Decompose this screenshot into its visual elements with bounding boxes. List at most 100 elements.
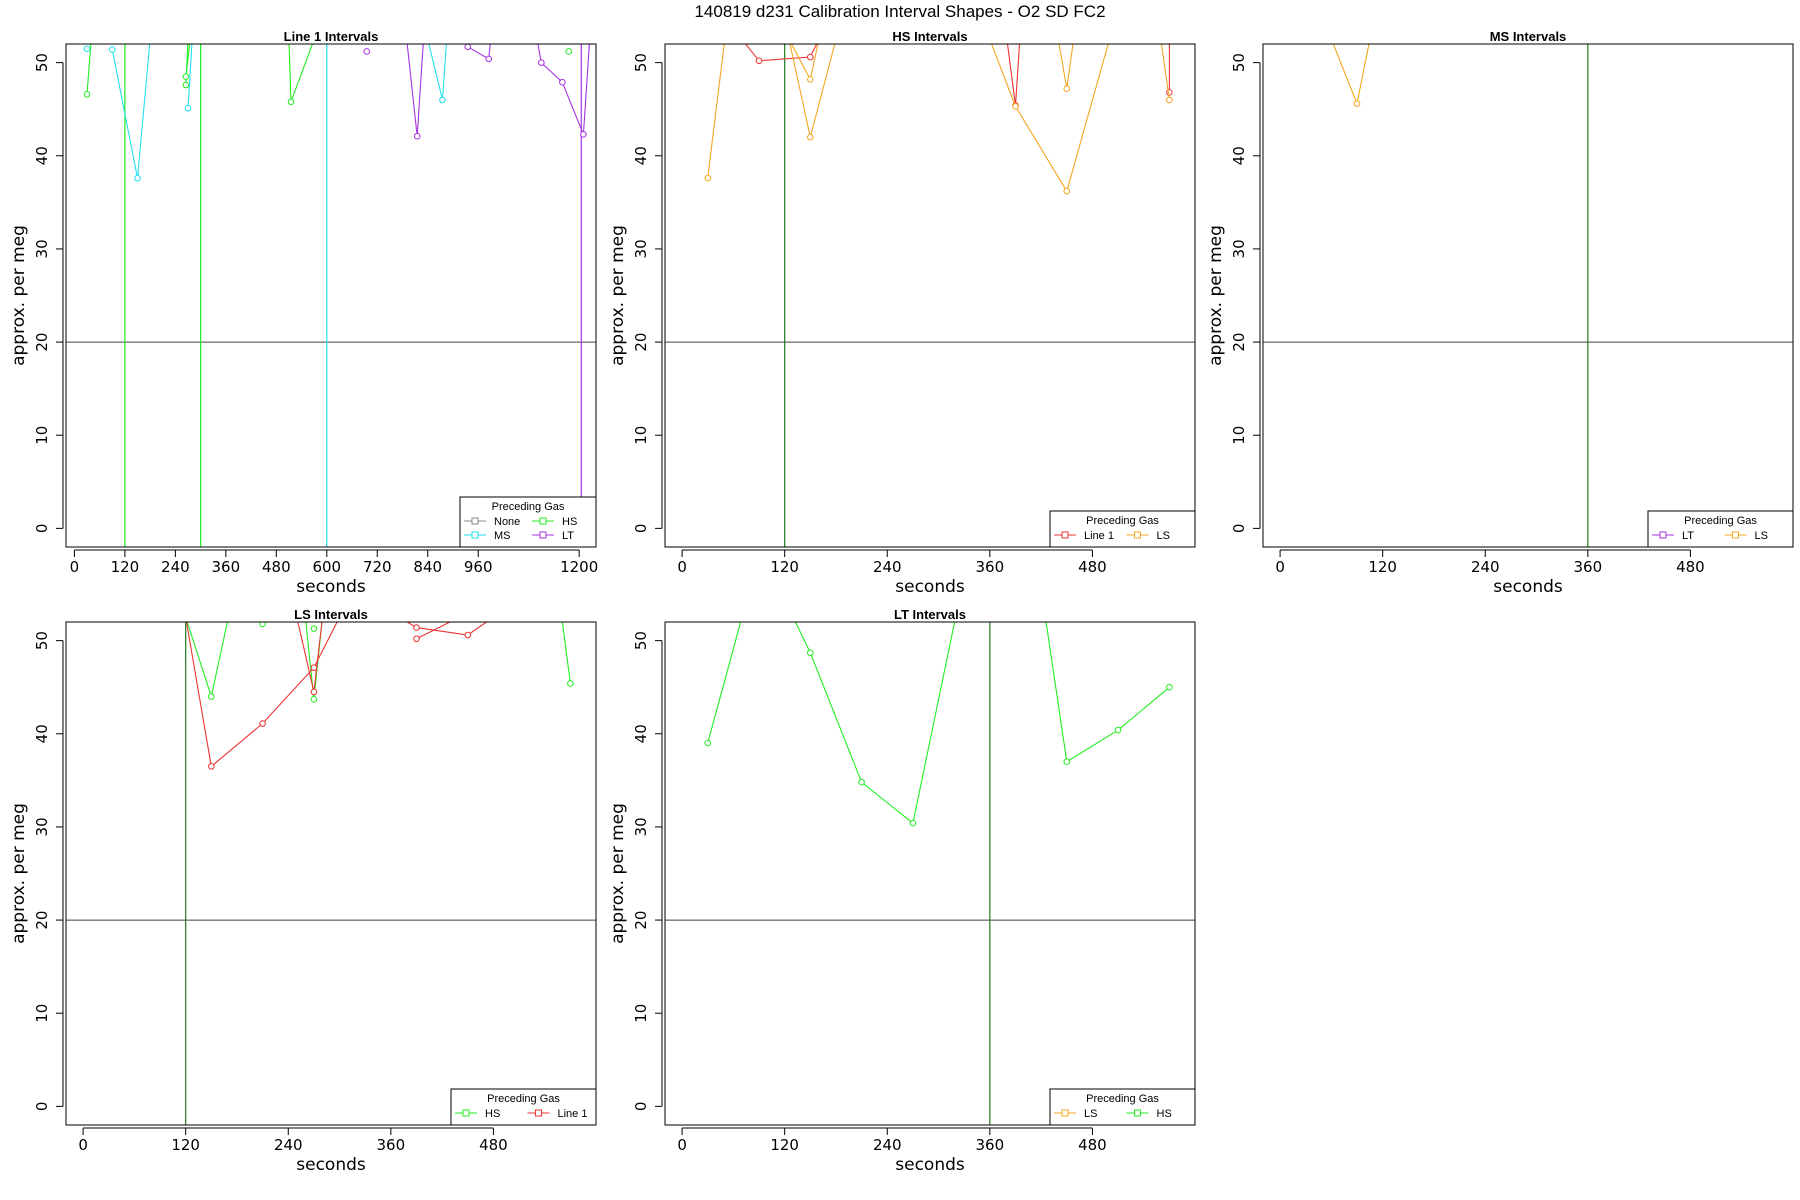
x-tick-label: 120 bbox=[1368, 558, 1397, 576]
y-tick-label: 0 bbox=[33, 524, 51, 534]
y-tick-label: 50 bbox=[33, 631, 51, 650]
legend-entry-label: Line 1 bbox=[1084, 530, 1114, 542]
x-axis-label: seconds bbox=[895, 1155, 965, 1175]
legend-entry-label: MS bbox=[494, 530, 511, 542]
data-point bbox=[755, 57, 763, 65]
legend-swatch-marker bbox=[1061, 1109, 1069, 1117]
plot-frame bbox=[1262, 43, 1794, 548]
legend-swatch-marker bbox=[539, 517, 547, 525]
series-group bbox=[1332, 44, 1370, 107]
y-tick-label: 40 bbox=[33, 724, 51, 743]
series-line bbox=[991, 44, 1109, 193]
data-point bbox=[807, 53, 814, 61]
panel-2: HS Intervals 0 120 240 360 480 seconds 0 10 20 30 4… bbox=[608, 29, 1196, 597]
y-tick-label: 20 bbox=[33, 333, 51, 352]
y-tick-label: 10 bbox=[632, 1004, 650, 1023]
data-point bbox=[182, 73, 190, 80]
x-tick-label: 360 bbox=[976, 1136, 1005, 1154]
x-tick-label: 120 bbox=[770, 558, 799, 576]
panel-5: LT Intervals 0 120 240 360 480 seconds 0 10 20 30 4… bbox=[608, 607, 1196, 1175]
panel-title: MS Intervals bbox=[1490, 29, 1567, 44]
legend: Preceding Gas LS HS bbox=[1049, 1088, 1196, 1126]
x-tick-label: 0 bbox=[78, 1136, 88, 1154]
series-line bbox=[185, 44, 191, 77]
y-tick-label: 0 bbox=[632, 524, 650, 534]
legend-box bbox=[1647, 510, 1794, 548]
x-tick-label: 480 bbox=[262, 558, 291, 576]
data-point bbox=[807, 76, 814, 83]
series-group bbox=[704, 622, 1173, 827]
y-tick-label: 50 bbox=[1230, 53, 1248, 72]
legend-box bbox=[1049, 1088, 1196, 1126]
legend-title: Preceding Gas bbox=[1684, 515, 1757, 527]
data-point bbox=[184, 104, 192, 112]
series-line bbox=[1045, 622, 1170, 763]
data-point bbox=[1166, 96, 1173, 104]
series-line bbox=[406, 44, 424, 137]
legend: Preceding Gas HS Line 1 bbox=[450, 1088, 597, 1126]
data-point bbox=[310, 625, 318, 632]
y-tick-label: 50 bbox=[33, 53, 51, 72]
data-point bbox=[182, 81, 190, 89]
series-group bbox=[185, 622, 574, 770]
series-line bbox=[561, 622, 571, 684]
series-line bbox=[1006, 44, 1021, 106]
legend-title: Preceding Gas bbox=[492, 501, 565, 513]
x-tick-label: 720 bbox=[363, 558, 392, 576]
data-point bbox=[439, 96, 446, 104]
legend-swatch-marker bbox=[471, 531, 479, 539]
x-tick-label: 240 bbox=[873, 1136, 902, 1154]
y-tick-label: 0 bbox=[632, 1102, 650, 1112]
data-point bbox=[310, 688, 318, 696]
data-point bbox=[1166, 683, 1173, 691]
legend-box bbox=[450, 1088, 597, 1126]
x-tick-label: 360 bbox=[377, 1136, 406, 1154]
series-line bbox=[86, 44, 92, 95]
data-point bbox=[704, 739, 712, 747]
series-line bbox=[187, 44, 193, 109]
data-point bbox=[807, 133, 814, 141]
legend-box bbox=[1049, 510, 1196, 548]
data-point bbox=[485, 55, 493, 63]
x-axis-label: seconds bbox=[1493, 577, 1563, 597]
legend-title: Preceding Gas bbox=[487, 1093, 560, 1105]
legend-swatch-marker bbox=[462, 1109, 470, 1117]
data-point bbox=[1063, 85, 1071, 93]
series-line bbox=[794, 622, 956, 825]
series-line bbox=[111, 44, 151, 179]
data-point bbox=[1114, 726, 1122, 734]
legend-box bbox=[459, 496, 597, 548]
series-line bbox=[1160, 44, 1170, 100]
legend-entry-label: None bbox=[494, 516, 520, 528]
y-tick-label: 20 bbox=[632, 911, 650, 930]
data-point bbox=[1063, 187, 1071, 195]
x-tick-label: 120 bbox=[171, 1136, 200, 1154]
legend-swatch-marker bbox=[1659, 531, 1667, 539]
x-tick-label: 960 bbox=[464, 558, 493, 576]
series-line bbox=[707, 44, 725, 179]
x-tick-label: 120 bbox=[770, 1136, 799, 1154]
series-line bbox=[416, 622, 452, 640]
x-axis-label: seconds bbox=[296, 577, 366, 597]
legend-swatch-marker bbox=[471, 517, 479, 525]
series-line bbox=[789, 44, 836, 138]
data-point bbox=[909, 819, 917, 827]
data-point bbox=[567, 680, 574, 687]
data-point bbox=[858, 778, 865, 786]
y-tick-label: 0 bbox=[33, 1102, 51, 1112]
panel-title: LS Intervals bbox=[294, 607, 368, 622]
legend-swatch-marker bbox=[1134, 1109, 1141, 1117]
legend-entry-label: HS bbox=[562, 516, 577, 528]
data-point bbox=[1063, 758, 1071, 766]
data-point bbox=[259, 720, 266, 727]
x-tick-label: 480 bbox=[479, 1136, 508, 1154]
legend-swatch-marker bbox=[1134, 531, 1141, 539]
x-tick-label: 480 bbox=[1078, 1136, 1107, 1154]
series-line bbox=[744, 44, 818, 62]
x-tick-label: 600 bbox=[312, 558, 341, 576]
panel-4: LS Intervals 0 120 240 360 480 seconds 0 10 20 30 4… bbox=[9, 607, 597, 1175]
y-axis-label: approx. per meg bbox=[1206, 225, 1226, 366]
x-tick-label: 360 bbox=[1574, 558, 1603, 576]
legend: Preceding Gas None HS MS LT bbox=[459, 496, 597, 548]
panel-3: MS Intervals 0 120 240 360 480 seconds 0 10 20 30 4… bbox=[1206, 29, 1794, 597]
